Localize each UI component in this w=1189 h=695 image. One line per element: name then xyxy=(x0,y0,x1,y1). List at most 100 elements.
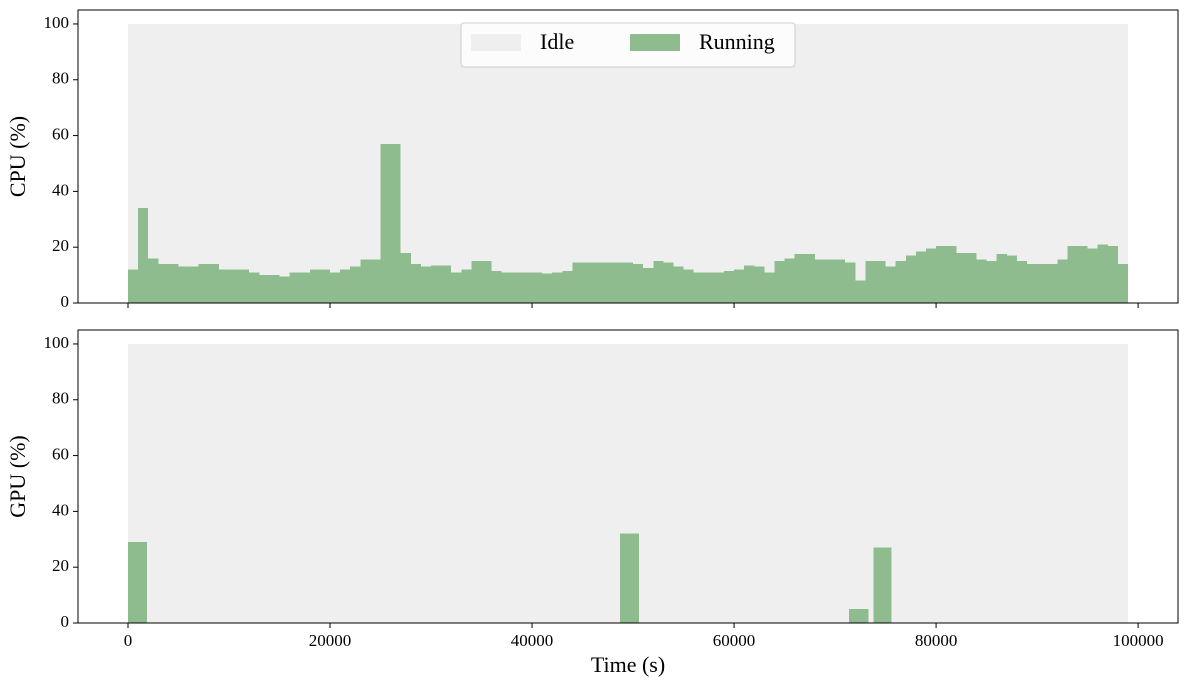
y-tick-label: 0 xyxy=(61,292,70,311)
bar xyxy=(663,262,674,303)
y-tick-label: 20 xyxy=(52,236,69,255)
bar xyxy=(471,261,482,303)
bar xyxy=(622,262,634,303)
bar xyxy=(481,261,492,303)
bar xyxy=(269,275,280,303)
bar xyxy=(420,266,432,303)
bar xyxy=(511,272,522,303)
bar xyxy=(128,542,148,623)
bar xyxy=(946,245,957,303)
bar xyxy=(845,262,856,303)
bar xyxy=(239,269,250,303)
bar xyxy=(138,208,149,303)
bar xyxy=(340,269,351,303)
y-tick-label: 60 xyxy=(52,444,69,463)
legend-swatch xyxy=(471,34,521,51)
y-tick-label: 0 xyxy=(61,612,70,631)
bar xyxy=(824,259,836,303)
bar xyxy=(299,272,310,303)
bar xyxy=(754,266,765,303)
bar xyxy=(1077,245,1088,303)
bar xyxy=(602,262,613,303)
bar xyxy=(1006,255,1017,303)
bar xyxy=(612,262,623,303)
bar xyxy=(1047,263,1058,303)
bar xyxy=(1087,248,1098,303)
bar xyxy=(936,245,947,303)
bar xyxy=(158,263,169,303)
bar xyxy=(431,265,442,303)
bar xyxy=(653,261,664,303)
bar xyxy=(178,266,189,303)
bar xyxy=(562,270,573,303)
bar xyxy=(865,261,876,303)
bar xyxy=(289,272,300,303)
x-axis-label: Time (s) xyxy=(591,652,665,677)
x-tick-label: 40000 xyxy=(511,631,554,650)
bar xyxy=(259,275,270,303)
bar xyxy=(390,143,401,303)
bar xyxy=(400,252,411,303)
bar xyxy=(491,270,502,303)
axes-frame xyxy=(77,9,1179,304)
bar xyxy=(643,268,654,303)
y-tick-label: 80 xyxy=(52,69,69,88)
bar xyxy=(451,272,462,303)
bar xyxy=(572,262,583,303)
bar xyxy=(370,259,381,303)
y-tick-label: 40 xyxy=(52,180,69,199)
bar xyxy=(1057,259,1068,303)
x-tick-label: 20000 xyxy=(309,631,352,650)
bar xyxy=(350,266,361,303)
y-axis-label: CPU (%) xyxy=(5,116,30,197)
bar xyxy=(633,263,644,303)
bar xyxy=(198,263,209,303)
bar xyxy=(784,258,795,303)
bar xyxy=(713,272,724,303)
bar xyxy=(976,259,987,303)
bar xyxy=(542,273,553,303)
bar xyxy=(956,252,967,303)
bar xyxy=(249,272,260,303)
bar xyxy=(461,269,472,303)
legend-label: Idle xyxy=(540,29,574,54)
bar xyxy=(693,272,704,303)
bar xyxy=(723,270,735,303)
bar xyxy=(915,251,926,303)
bar xyxy=(208,263,219,303)
bar xyxy=(521,272,533,303)
bar xyxy=(1067,245,1078,303)
legend-swatch xyxy=(630,34,680,51)
bar xyxy=(873,547,892,623)
y-tick-label: 20 xyxy=(52,556,69,575)
bar xyxy=(804,254,815,303)
bar xyxy=(441,265,452,303)
bar xyxy=(966,252,977,303)
bar xyxy=(875,261,886,303)
y-tick-label: 80 xyxy=(52,389,69,408)
x-tick-label: 60000 xyxy=(713,631,756,650)
bar xyxy=(996,254,1007,303)
x-tick-label: 0 xyxy=(124,631,133,650)
bar xyxy=(1016,261,1027,303)
bar xyxy=(309,269,320,303)
bar xyxy=(380,143,391,303)
bar xyxy=(774,261,785,303)
bar xyxy=(148,258,159,303)
legend-box xyxy=(460,22,796,68)
bar xyxy=(855,280,866,303)
bar xyxy=(683,269,694,303)
bar xyxy=(532,272,543,303)
bar xyxy=(592,262,603,303)
bar xyxy=(794,254,805,303)
bar xyxy=(703,272,714,303)
bar xyxy=(229,269,240,303)
x-tick-label: 100000 xyxy=(1113,631,1164,650)
bar xyxy=(582,262,593,303)
y-tick-label: 100 xyxy=(44,13,70,32)
bar xyxy=(814,259,825,303)
bar xyxy=(885,266,896,303)
bar xyxy=(895,261,906,303)
